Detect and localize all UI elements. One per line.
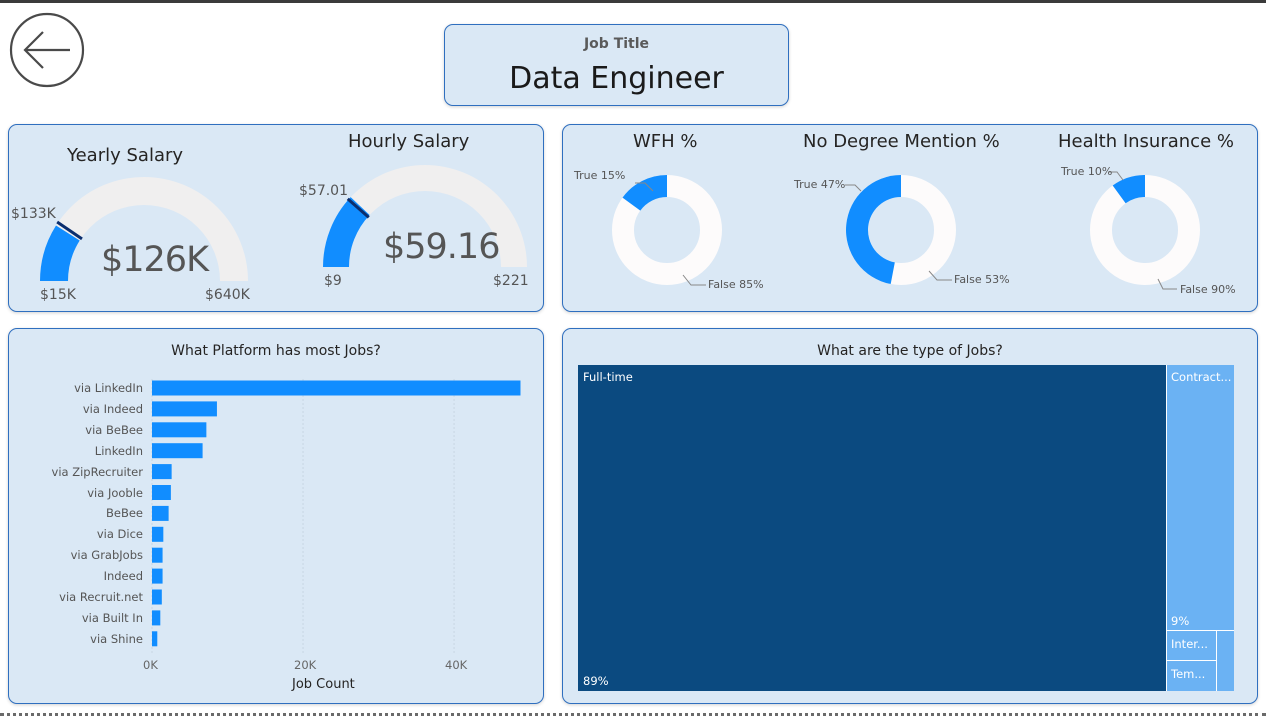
wfh-true-label: True 15% (574, 169, 626, 182)
wfh-donut-true-slice (622, 175, 667, 211)
salary-panel: Yearly Salary $126K $133K $15K $640K Hou… (8, 124, 544, 312)
yearly-salary-min: $15K (40, 287, 76, 303)
hourly-salary-max: $221 (493, 273, 529, 289)
yearly-salary-gauge (40, 177, 248, 281)
bottom-border (0, 713, 1266, 716)
wfh-true-leader (635, 182, 654, 192)
job-title-card: Job Title Data Engineer (444, 24, 789, 106)
bar-category-label: BeBee (105, 506, 143, 521)
health-insurance-donut-track (1090, 175, 1200, 285)
bar-via-linkedin[interactable] (152, 380, 521, 396)
bar-via-indeed[interactable] (152, 401, 217, 417)
treemap-other[interactable] (1216, 631, 1234, 691)
bar-category-label: via Jooble (87, 485, 143, 500)
no-degree-title: No Degree Mention % (803, 131, 1000, 152)
percentages-panel: WFH % True 15% False 85% No Degree Menti… (562, 124, 1258, 312)
yearly-salary-target: $133K (11, 206, 56, 222)
wfh-false-label: False 85% (708, 278, 764, 291)
yearly-salary-max: $640K (205, 287, 250, 303)
bar-category-label: via Recruit.net (59, 590, 143, 604)
back-arrow-icon (9, 12, 85, 88)
bar-category-label: Indeed (103, 569, 143, 584)
health-insurance-donut-true-slice (1112, 175, 1145, 204)
bar-category-label: via GrabJobs (70, 548, 143, 563)
treemap-contract-value: 9% (1171, 614, 1190, 628)
yearly-gauge-track (40, 177, 248, 281)
no-degree-false-label: False 53% (954, 273, 1010, 286)
bar-category-label: via Dice (96, 527, 143, 542)
treemap-full-time[interactable]: Full-time 89% (578, 365, 1166, 691)
hourly-salary-min: $9 (324, 273, 342, 289)
bar-category-label: via ZipRecruiter (51, 464, 143, 479)
treemap-internship[interactable]: Inter... (1166, 631, 1216, 661)
bar-category-label: via BeBee (85, 422, 143, 437)
treemap-temporary[interactable]: Tem... (1166, 661, 1216, 691)
bar-via-dice[interactable] (152, 526, 164, 542)
top-border (0, 0, 1266, 3)
health-insurance-false-label: False 90% (1180, 283, 1236, 296)
no-degree-false-leader (928, 270, 952, 281)
hourly-gauge-track (323, 165, 527, 267)
bar-via-built-in[interactable] (152, 610, 161, 626)
bar-linkedin[interactable] (152, 443, 203, 459)
hourly-salary-title: Hourly Salary (348, 131, 470, 152)
bar-indeed[interactable] (152, 568, 163, 584)
hourly-salary-value: $59.16 (383, 227, 500, 267)
hourly-salary-target: $57.01 (299, 183, 348, 199)
health-insurance-false-leader (1157, 278, 1177, 290)
platform-chart-panel: What Platform has most Jobs? via LinkedI… (8, 328, 544, 704)
treemap-internship-label: Inter... (1171, 637, 1208, 651)
bar-category-label: via Built In (81, 610, 143, 625)
hourly-gauge-target-marker (346, 197, 370, 219)
job-type-chart-panel: What are the type of Jobs? Full-time 89%… (562, 328, 1258, 704)
treemap-full-time-label: Full-time (583, 370, 633, 384)
health-insurance-title: Health Insurance % (1058, 131, 1234, 152)
yearly-salary-value: $126K (101, 240, 209, 280)
no-degree-true-label: True 47% (794, 178, 846, 191)
bar-category-label: via LinkedIn (74, 381, 143, 395)
bar-via-bebee[interactable] (152, 422, 207, 438)
health-insurance-true-leader (1109, 171, 1124, 181)
donut-charts (612, 171, 1200, 290)
no-degree-true-leader (845, 184, 862, 192)
no-degree-donut-true-slice (845, 175, 901, 285)
hourly-salary-gauge (323, 165, 527, 267)
health-insurance-true-label: True 10% (1061, 165, 1113, 178)
yearly-salary-title: Yearly Salary (67, 145, 184, 166)
yearly-gauge-target-marker (56, 220, 83, 241)
bar-category-label: LinkedIn (94, 443, 143, 458)
yearly-gauge-fill (40, 225, 80, 281)
platform-chart-xlabel: Job Count (292, 677, 355, 692)
bar-category-label: via Indeed (82, 401, 143, 416)
bar-via-ziprecruiter[interactable] (152, 464, 172, 480)
back-button[interactable] (9, 12, 85, 88)
job-type-chart-title: What are the type of Jobs? (817, 343, 1003, 359)
wfh-false-leader (682, 274, 706, 286)
wfh-title: WFH % (633, 131, 698, 152)
job-title-label: Job Title (583, 36, 650, 52)
bar-via-recruit-net[interactable] (152, 589, 162, 605)
bar-axis-tick: 40K (445, 658, 468, 672)
bar-via-jooble[interactable] (152, 485, 171, 500)
bar-category-label: via Shine (90, 631, 143, 646)
bar-via-shine[interactable] (152, 631, 158, 647)
treemap-contract[interactable]: Contract... 9% (1166, 365, 1234, 631)
bar-via-grabjobs[interactable] (152, 547, 163, 563)
treemap-temporary-label: Tem... (1171, 667, 1206, 681)
treemap-full-time-value: 89% (583, 674, 609, 688)
platform-bar-chart (151, 379, 521, 654)
treemap-contract-label: Contract... (1171, 370, 1232, 384)
hourly-gauge-fill (323, 197, 370, 267)
bar-axis-tick: 0K (143, 658, 158, 672)
bar-axis-tick: 20K (294, 658, 317, 672)
job-title-value: Data Engineer (509, 61, 724, 96)
platform-chart-title: What Platform has most Jobs? (171, 343, 381, 359)
bar-bebee[interactable] (152, 505, 169, 521)
